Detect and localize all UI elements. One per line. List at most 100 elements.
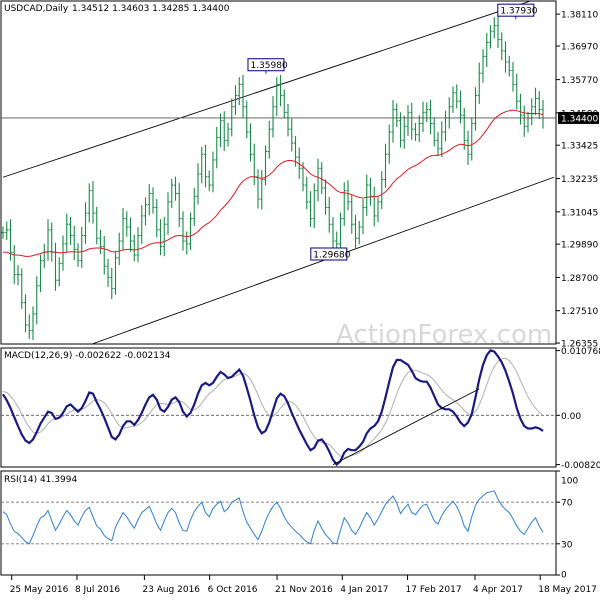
price-bar — [230, 98, 234, 137]
price-y-tick-label: 1.36970 — [561, 43, 598, 53]
price-callouts: 1.35980 1.29680 1.37930 — [247, 3, 538, 261]
price-bar — [275, 77, 279, 117]
price-bar — [496, 14, 500, 49]
channel-lines — [2, 0, 554, 345]
price-bar — [12, 244, 16, 285]
price-bar — [440, 121, 444, 158]
macd-y-tick-label: -0.008203 — [561, 461, 600, 471]
price-bar — [413, 122, 418, 141]
price-bar — [312, 183, 316, 229]
macd-y-tick-label: 0.00 — [561, 412, 581, 422]
price-bar — [391, 100, 395, 143]
price-bar — [16, 265, 20, 286]
price-callout: 1.29680 — [310, 247, 351, 261]
price-y-tick-label: 1.38110 — [561, 11, 598, 21]
price-bar — [320, 162, 324, 195]
price-bar — [331, 216, 335, 251]
price-bar — [395, 103, 399, 127]
price-bar — [462, 107, 466, 150]
price-bar — [207, 170, 211, 192]
price-bar — [368, 177, 373, 206]
macd-panel: 0.010768 0.00 -0.008203 MACD(12,26,9) -0.0… — [0, 347, 600, 471]
price-bar — [380, 171, 384, 210]
rsi-y-tick-label: 70 — [561, 499, 573, 509]
price-bar — [83, 202, 88, 244]
price-bar — [98, 229, 103, 254]
price-bar — [346, 180, 350, 211]
rsi-panel-frame — [0, 470, 557, 576]
price-bars — [1, 14, 545, 341]
rsi-title: RSI(14) 41.3994 — [4, 475, 77, 485]
price-bar — [511, 61, 515, 92]
price-bar — [466, 130, 470, 165]
price-bar — [196, 163, 200, 205]
price-bar — [537, 91, 541, 120]
price-bar — [95, 206, 99, 245]
price-bar — [522, 105, 526, 137]
current-price-label: 1.34400 — [561, 114, 598, 124]
price-bar — [192, 187, 196, 226]
price-bar — [473, 87, 478, 131]
price-y-tick-label: 1.27510 — [561, 307, 598, 317]
price-bar — [436, 131, 440, 156]
price-y-tick-label: 1.33425 — [561, 142, 598, 152]
price-bar — [417, 115, 421, 143]
price-bar — [361, 199, 365, 235]
price-bar — [125, 211, 129, 237]
price-bar — [57, 257, 61, 287]
price-bar — [218, 113, 223, 148]
price-bar — [350, 194, 354, 234]
x-tick-label: 18 May 2017 — [538, 585, 597, 595]
price-bar — [248, 123, 253, 162]
price-bar — [402, 115, 406, 149]
price-bar — [38, 254, 43, 292]
price-bar — [515, 73, 519, 110]
price-bar — [87, 183, 91, 223]
x-tick-label: 17 Feb 2017 — [406, 585, 462, 595]
rsi-y-tick-label: 30 — [561, 540, 573, 550]
price-bar — [503, 41, 508, 73]
price-bar — [470, 117, 474, 161]
price-bar — [35, 276, 39, 325]
price-bar — [136, 227, 140, 263]
price-bar — [267, 120, 271, 159]
price-bar — [147, 183, 151, 216]
price-bar — [477, 62, 481, 104]
price-bar — [492, 17, 496, 39]
price-bar — [237, 77, 241, 106]
price-bar — [428, 100, 433, 135]
price-bar — [376, 195, 380, 223]
price-bar — [173, 176, 178, 201]
macd-signal-line — [2, 357, 544, 458]
price-bar — [387, 124, 391, 164]
price-bar — [256, 169, 260, 209]
price-bar — [327, 196, 331, 233]
price-bar — [117, 232, 121, 266]
price-bar — [507, 55, 511, 77]
price-bar — [5, 221, 9, 240]
price-title: USDCAD,Daily — [4, 4, 69, 14]
x-tick-label: 6 Oct 2016 — [208, 585, 258, 595]
price-bar — [342, 182, 346, 226]
price-y-tick-label: 1.35770 — [561, 76, 598, 86]
price-bar — [155, 199, 159, 238]
x-tick-label: 21 Nov 2016 — [275, 585, 333, 595]
price-bar — [23, 294, 28, 333]
price-bar — [177, 182, 181, 228]
price-callout-label: 1.35980 — [250, 61, 287, 71]
price-bar — [263, 145, 268, 186]
price-bar — [27, 314, 31, 339]
price-bar — [338, 212, 343, 250]
price-bar — [226, 122, 230, 147]
price-bar — [241, 74, 245, 118]
price-bar — [488, 25, 493, 49]
x-tick-label: 23 Aug 2016 — [142, 585, 200, 595]
price-bar — [188, 212, 193, 250]
price-bar — [308, 191, 313, 228]
price-bar — [203, 144, 208, 188]
price-callout: 1.35980 — [247, 58, 288, 74]
price-bar — [80, 227, 84, 268]
price-bar — [68, 216, 73, 245]
